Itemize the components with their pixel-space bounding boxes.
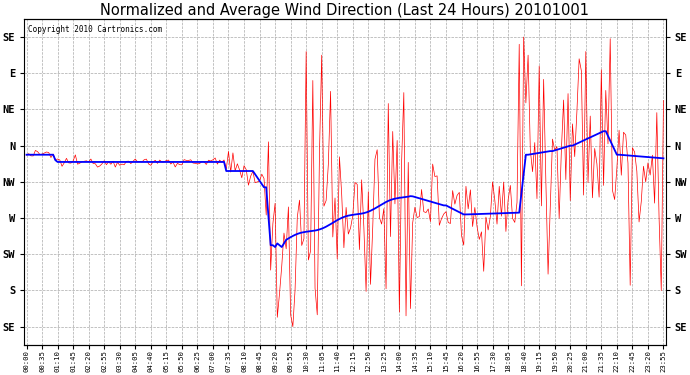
Title: Normalized and Average Wind Direction (Last 24 Hours) 20101001: Normalized and Average Wind Direction (L… xyxy=(101,3,589,18)
Text: Copyright 2010 Cartronics.com: Copyright 2010 Cartronics.com xyxy=(28,26,161,34)
